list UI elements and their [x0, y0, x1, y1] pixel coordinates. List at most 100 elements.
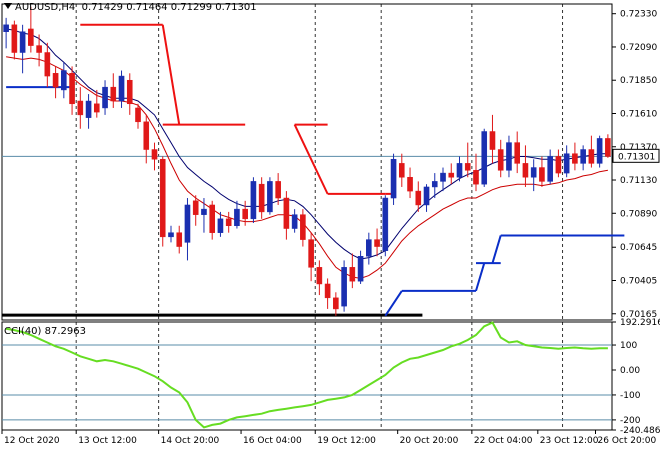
price-tick-label: 0.71370	[620, 143, 657, 153]
candle-body	[357, 255, 364, 282]
candle-body	[341, 267, 347, 307]
candle-body	[3, 24, 9, 32]
time-tick-label: 13 Oct 12:00	[78, 436, 137, 446]
candle-body	[118, 75, 125, 102]
candle-body	[126, 79, 133, 105]
candle-body	[69, 73, 75, 105]
candle-body	[61, 70, 67, 91]
cci-tick-label: 0.00	[620, 366, 640, 376]
time-tick-label: 14 Oct 20:00	[161, 436, 220, 446]
candle-body	[572, 153, 578, 164]
candle-body	[234, 208, 240, 227]
candle-body	[333, 297, 339, 310]
time-tick-label: 22 Oct 04:00	[474, 436, 533, 446]
cci-header: CCI(40) 87.2963	[4, 326, 86, 337]
candle-body	[209, 204, 216, 233]
candle-body	[423, 186, 430, 206]
ohlc-values: 0.71429 0.71464 0.71299 0.71301	[81, 2, 257, 13]
price-tick-label: 0.71610	[620, 109, 657, 119]
candle-body	[151, 149, 158, 160]
main-panel-frame	[1, 3, 613, 321]
candle-body	[159, 158, 166, 238]
candle-body	[390, 158, 397, 199]
cci-name: CCI(40)	[4, 326, 42, 337]
candle-body	[497, 149, 504, 171]
price-tick-label: 0.70645	[620, 243, 657, 253]
candle-body	[28, 28, 34, 46]
candle-body	[522, 163, 529, 178]
time-tick-label: 19 Oct 12:00	[317, 436, 376, 446]
candle-body	[366, 239, 372, 257]
cci-tick-label: -200	[620, 416, 641, 426]
candle-body	[308, 239, 314, 268]
candle-body	[398, 163, 405, 178]
candle-body	[291, 214, 298, 229]
candle-body	[596, 138, 603, 164]
candle-body	[316, 267, 323, 285]
candle-body	[300, 214, 306, 240]
price-tick-label: 0.72330	[620, 10, 657, 20]
stop-line-blue	[384, 290, 403, 317]
candle-body	[431, 181, 438, 188]
candle-body	[77, 100, 84, 116]
candle-body	[283, 197, 290, 229]
price-tick-label: 0.70165	[620, 310, 657, 320]
candle-body	[52, 73, 59, 88]
candle-body	[605, 138, 611, 157]
candle-body	[184, 204, 191, 243]
candle-body	[563, 153, 570, 174]
candle-body	[110, 86, 117, 102]
candle-body	[489, 131, 496, 150]
candle-body	[530, 167, 537, 178]
candle-body	[36, 45, 42, 53]
price-tick-label: 0.70890	[620, 209, 657, 219]
candle-body	[349, 267, 356, 282]
symbol-header: AUDUSD,H4 0.71429 0.71464 0.71299 0.7130…	[4, 2, 257, 13]
candle-body	[539, 167, 545, 182]
candle-body	[456, 163, 463, 178]
candle-body	[324, 283, 331, 299]
current-price-tag	[612, 148, 660, 163]
candle-body	[407, 176, 413, 192]
candle-body	[242, 208, 248, 220]
cci-tick-label: 192.2916	[620, 318, 660, 328]
stop-line-red	[293, 124, 329, 195]
candle-body	[135, 107, 141, 123]
candle-body	[473, 170, 479, 185]
time-tick-label: 12 Oct 2020	[4, 436, 60, 446]
candle-body	[555, 156, 562, 174]
candle-body	[176, 232, 183, 247]
candle-body	[382, 197, 389, 251]
candle-body	[201, 208, 207, 215]
candle-body	[547, 156, 553, 182]
cci-panel-frame	[1, 321, 613, 431]
candle-body	[580, 149, 586, 164]
candle-body	[93, 103, 100, 113]
candle-body	[275, 181, 281, 199]
candle-body	[192, 200, 199, 215]
candle-body	[440, 172, 446, 182]
cci-value: 87.2963	[44, 326, 86, 337]
candle-body	[448, 172, 455, 178]
price-tick-label: 0.72090	[620, 43, 657, 53]
candle-body	[44, 52, 51, 77]
candle-body	[85, 100, 92, 118]
dropdown-triangle-icon[interactable]	[4, 3, 12, 9]
price-tick-label: 0.71850	[620, 76, 657, 86]
candle-body	[250, 181, 257, 220]
cci-line	[5, 321, 608, 429]
candle-body	[102, 86, 108, 109]
price-tick-label: 0.71130	[620, 176, 657, 186]
price-tick-label: 0.70405	[620, 277, 657, 287]
stop-line-blue	[475, 262, 486, 292]
candle-body	[11, 24, 18, 53]
candle-body	[415, 190, 422, 206]
candle-body	[506, 142, 512, 171]
candle-body	[168, 232, 174, 238]
time-tick-label: 23 Oct 12:00	[540, 436, 599, 446]
time-tick-label: 16 Oct 04:00	[243, 436, 302, 446]
candle-body	[267, 181, 273, 213]
